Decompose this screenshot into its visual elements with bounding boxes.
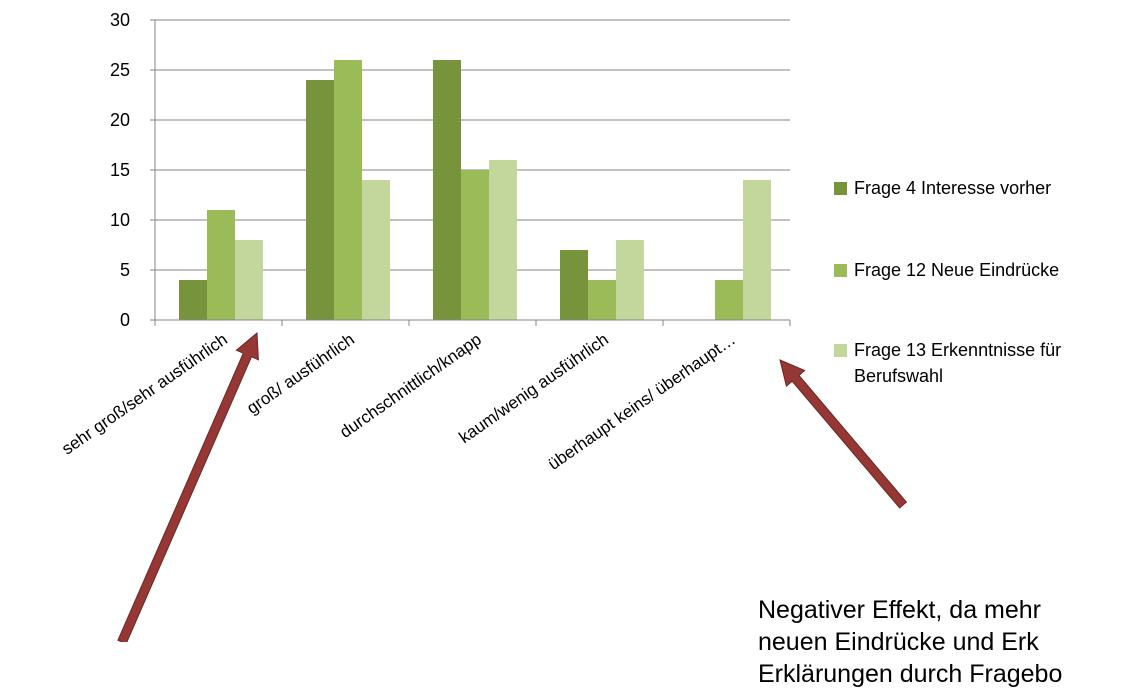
y-tick-label: 30 — [110, 10, 130, 30]
bar — [433, 60, 461, 320]
annotation-arrows — [117, 331, 908, 642]
bar — [207, 210, 235, 320]
bar — [334, 60, 362, 320]
legend-label: Frage 12 Neue Eindrücke — [854, 260, 1059, 280]
x-category-label: sehr groß/sehr ausführlich — [58, 330, 231, 459]
y-tick-label: 15 — [110, 160, 130, 180]
annotation-line-2: neuen Eindrücke und Erk — [758, 628, 1039, 656]
y-tick-label: 25 — [110, 60, 130, 80]
legend-swatch — [834, 182, 847, 195]
annotation-arrow — [779, 359, 908, 509]
chart: 0 5 10 15 20 25 30 sehr groß/sehr ausführlich g… — [58, 10, 1061, 642]
annotation-arrow — [117, 331, 259, 642]
legend-swatch — [834, 264, 847, 277]
legend-label: Berufswahl — [854, 366, 943, 386]
legend-swatch — [834, 344, 847, 357]
x-category-labels: sehr groß/sehr ausführlich groß/ ausführl… — [58, 330, 739, 474]
bar — [461, 170, 489, 320]
y-tick-label: 10 — [110, 210, 130, 230]
bar — [306, 80, 334, 320]
bar — [362, 180, 390, 320]
bar — [588, 280, 616, 320]
bar — [560, 250, 588, 320]
annotation-line-1: Negativer Effekt, da mehr — [758, 596, 1042, 624]
legend: Frage 4 Interesse vorher Frage 12 Neue Ei… — [834, 178, 1061, 386]
y-tick-label: 20 — [110, 110, 130, 130]
axes — [150, 19, 791, 326]
y-tick-labels: 0 5 10 15 20 25 30 — [110, 10, 130, 330]
y-tick-label: 0 — [120, 310, 130, 330]
x-category-label: groß/ ausführlich — [243, 330, 358, 418]
bar — [715, 280, 743, 320]
bars — [179, 60, 771, 320]
bar — [489, 160, 517, 320]
bar — [616, 240, 644, 320]
bar — [235, 240, 263, 320]
x-category-label: durchschnittlich/knapp — [336, 330, 485, 442]
legend-label: Frage 13 Erkenntnisse für — [854, 340, 1061, 360]
legend-label: Frage 4 Interesse vorher — [854, 178, 1051, 198]
annotation-text: Negativer Effekt, da mehr neuen Eindrück… — [758, 594, 1062, 690]
bar — [743, 180, 771, 320]
bar — [179, 280, 207, 320]
annotation-line-3: Erklärungen durch Fragebo — [758, 660, 1063, 688]
y-tick-label: 5 — [120, 260, 130, 280]
